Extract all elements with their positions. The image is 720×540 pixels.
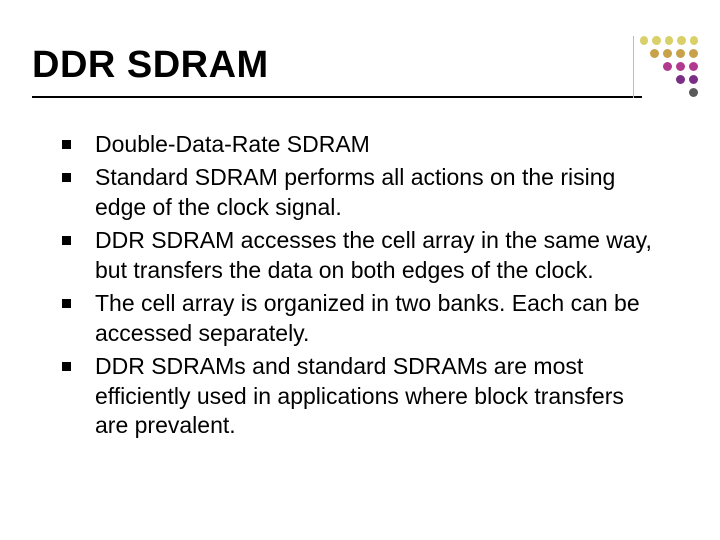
list-item-text: Double-Data-Rate SDRAM xyxy=(95,130,652,159)
slide-title: DDR SDRAM xyxy=(32,44,269,87)
list-item: The cell array is organized in two banks… xyxy=(62,289,652,348)
decoration-dots xyxy=(640,36,698,97)
dot-icon xyxy=(676,49,685,58)
bullet-icon xyxy=(62,140,71,149)
title-underline xyxy=(32,96,642,98)
dot-icon xyxy=(640,36,648,45)
slide: DDR SDRAM Double-Data-Rate SDRAM Standard… xyxy=(0,0,720,540)
decoration-row xyxy=(640,36,698,45)
decoration-row xyxy=(640,88,698,97)
dot-icon xyxy=(689,49,698,58)
decoration-row xyxy=(640,75,698,84)
dot-icon xyxy=(663,62,672,71)
dot-icon xyxy=(689,88,698,97)
bullet-icon xyxy=(62,236,71,245)
dot-icon xyxy=(689,75,698,84)
dot-icon xyxy=(652,36,660,45)
list-item: Double-Data-Rate SDRAM xyxy=(62,130,652,159)
list-item-text: The cell array is organized in two banks… xyxy=(95,289,652,348)
list-item-text: DDR SDRAMs and standard SDRAMs are most … xyxy=(95,352,652,440)
list-item: DDR SDRAMs and standard SDRAMs are most … xyxy=(62,352,652,440)
list-item-text: Standard SDRAM performs all actions on t… xyxy=(95,163,652,222)
dot-icon xyxy=(663,49,672,58)
dot-icon xyxy=(677,36,685,45)
bullet-list: Double-Data-Rate SDRAM Standard SDRAM per… xyxy=(62,130,652,444)
decoration-row xyxy=(640,49,698,58)
decoration-separator xyxy=(633,36,634,98)
dot-icon xyxy=(676,75,685,84)
list-item: Standard SDRAM performs all actions on t… xyxy=(62,163,652,222)
list-item: DDR SDRAM accesses the cell array in the… xyxy=(62,226,652,285)
dot-icon xyxy=(676,62,685,71)
list-item-text: DDR SDRAM accesses the cell array in the… xyxy=(95,226,652,285)
bullet-icon xyxy=(62,362,71,371)
dot-icon xyxy=(650,49,659,58)
bullet-icon xyxy=(62,173,71,182)
dot-icon xyxy=(665,36,673,45)
dot-icon xyxy=(690,36,698,45)
decoration-row xyxy=(640,62,698,71)
dot-icon xyxy=(689,62,698,71)
bullet-icon xyxy=(62,299,71,308)
